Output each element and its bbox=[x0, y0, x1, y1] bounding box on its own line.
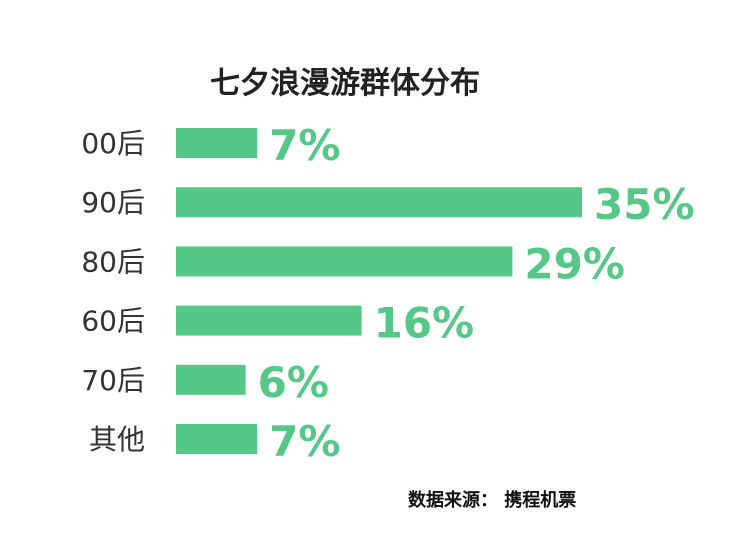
source-caption: 数据来源： 携程机票 bbox=[408, 489, 576, 511]
bar bbox=[176, 187, 582, 218]
data-label: 7% bbox=[269, 417, 340, 466]
bar bbox=[176, 128, 258, 158]
data-label: 7% bbox=[269, 121, 340, 170]
category-label: 90后 bbox=[81, 186, 145, 219]
bar bbox=[176, 424, 258, 454]
category-label: 00后 bbox=[81, 127, 145, 160]
bars-group: 00后 7% 90后 35% 80后 29% 60后 16% 70后 6% 其他 7% bbox=[81, 121, 694, 466]
data-label: 35% bbox=[594, 180, 695, 229]
category-label: 80后 bbox=[81, 245, 145, 278]
category-label: 60后 bbox=[81, 305, 145, 338]
bar bbox=[176, 305, 362, 336]
chart-title: 七夕浪漫游群体分布 bbox=[210, 66, 480, 101]
category-label: 其他 bbox=[89, 423, 145, 456]
bar bbox=[176, 364, 246, 395]
bar bbox=[176, 246, 513, 277]
category-label: 70后 bbox=[81, 364, 145, 397]
data-label: 6% bbox=[258, 358, 329, 407]
data-label: 16% bbox=[374, 299, 475, 348]
data-label: 29% bbox=[524, 239, 625, 288]
